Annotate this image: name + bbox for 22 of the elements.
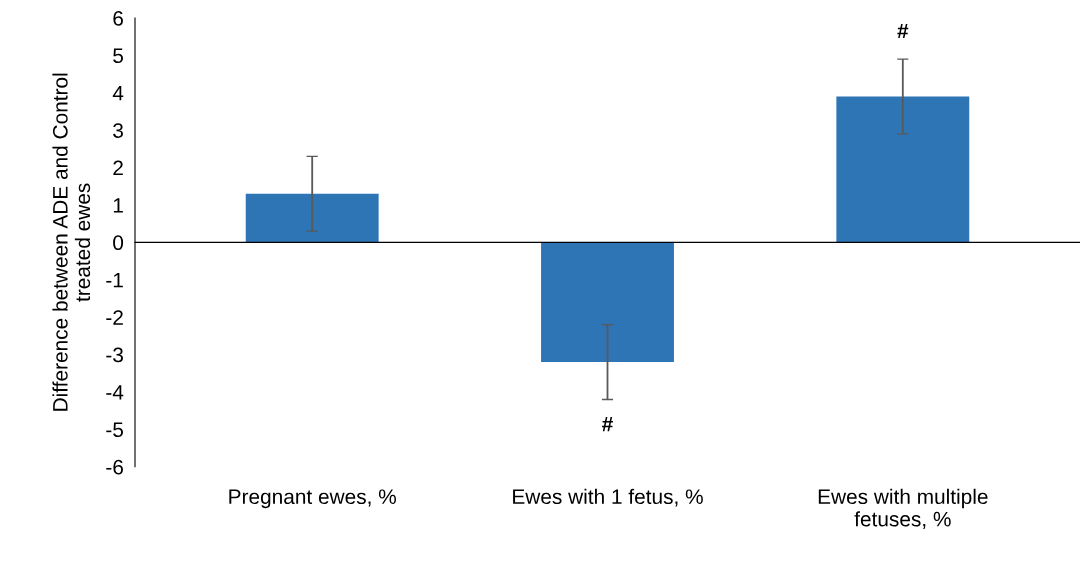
- x-tick-label: Ewes with multiple fetuses, %: [818, 488, 988, 529]
- y-tick-label: -2: [106, 310, 123, 325]
- annotation: #: [602, 417, 613, 432]
- y-tick-label: 5: [113, 48, 124, 64]
- x-tick-label: Ewes with 1 fetus, %: [513, 488, 703, 507]
- y-tick-label: -4: [106, 385, 124, 400]
- annotation: #: [897, 23, 909, 39]
- y-tick-label: 6: [113, 10, 123, 26]
- y-tick-label: 3: [113, 123, 123, 138]
- y-tick-label: 2: [113, 160, 123, 176]
- y-tick-label: 0: [113, 235, 124, 251]
- bar: [836, 96, 970, 243]
- y-tick-label: -5: [106, 422, 124, 438]
- y-tick-label: -3: [106, 347, 123, 363]
- y-tick-label: -6: [106, 459, 123, 475]
- y-axis-title: Difference between ADE and Control treated ewes: [52, 73, 91, 411]
- y-tick-label: 4: [112, 85, 124, 101]
- y-tick-label: -1: [106, 272, 123, 288]
- bar: [541, 242, 674, 363]
- bar: [245, 193, 379, 243]
- x-tick-label: Pregnant ewes, %: [229, 489, 396, 509]
- y-tick-label: 1: [113, 198, 123, 213]
